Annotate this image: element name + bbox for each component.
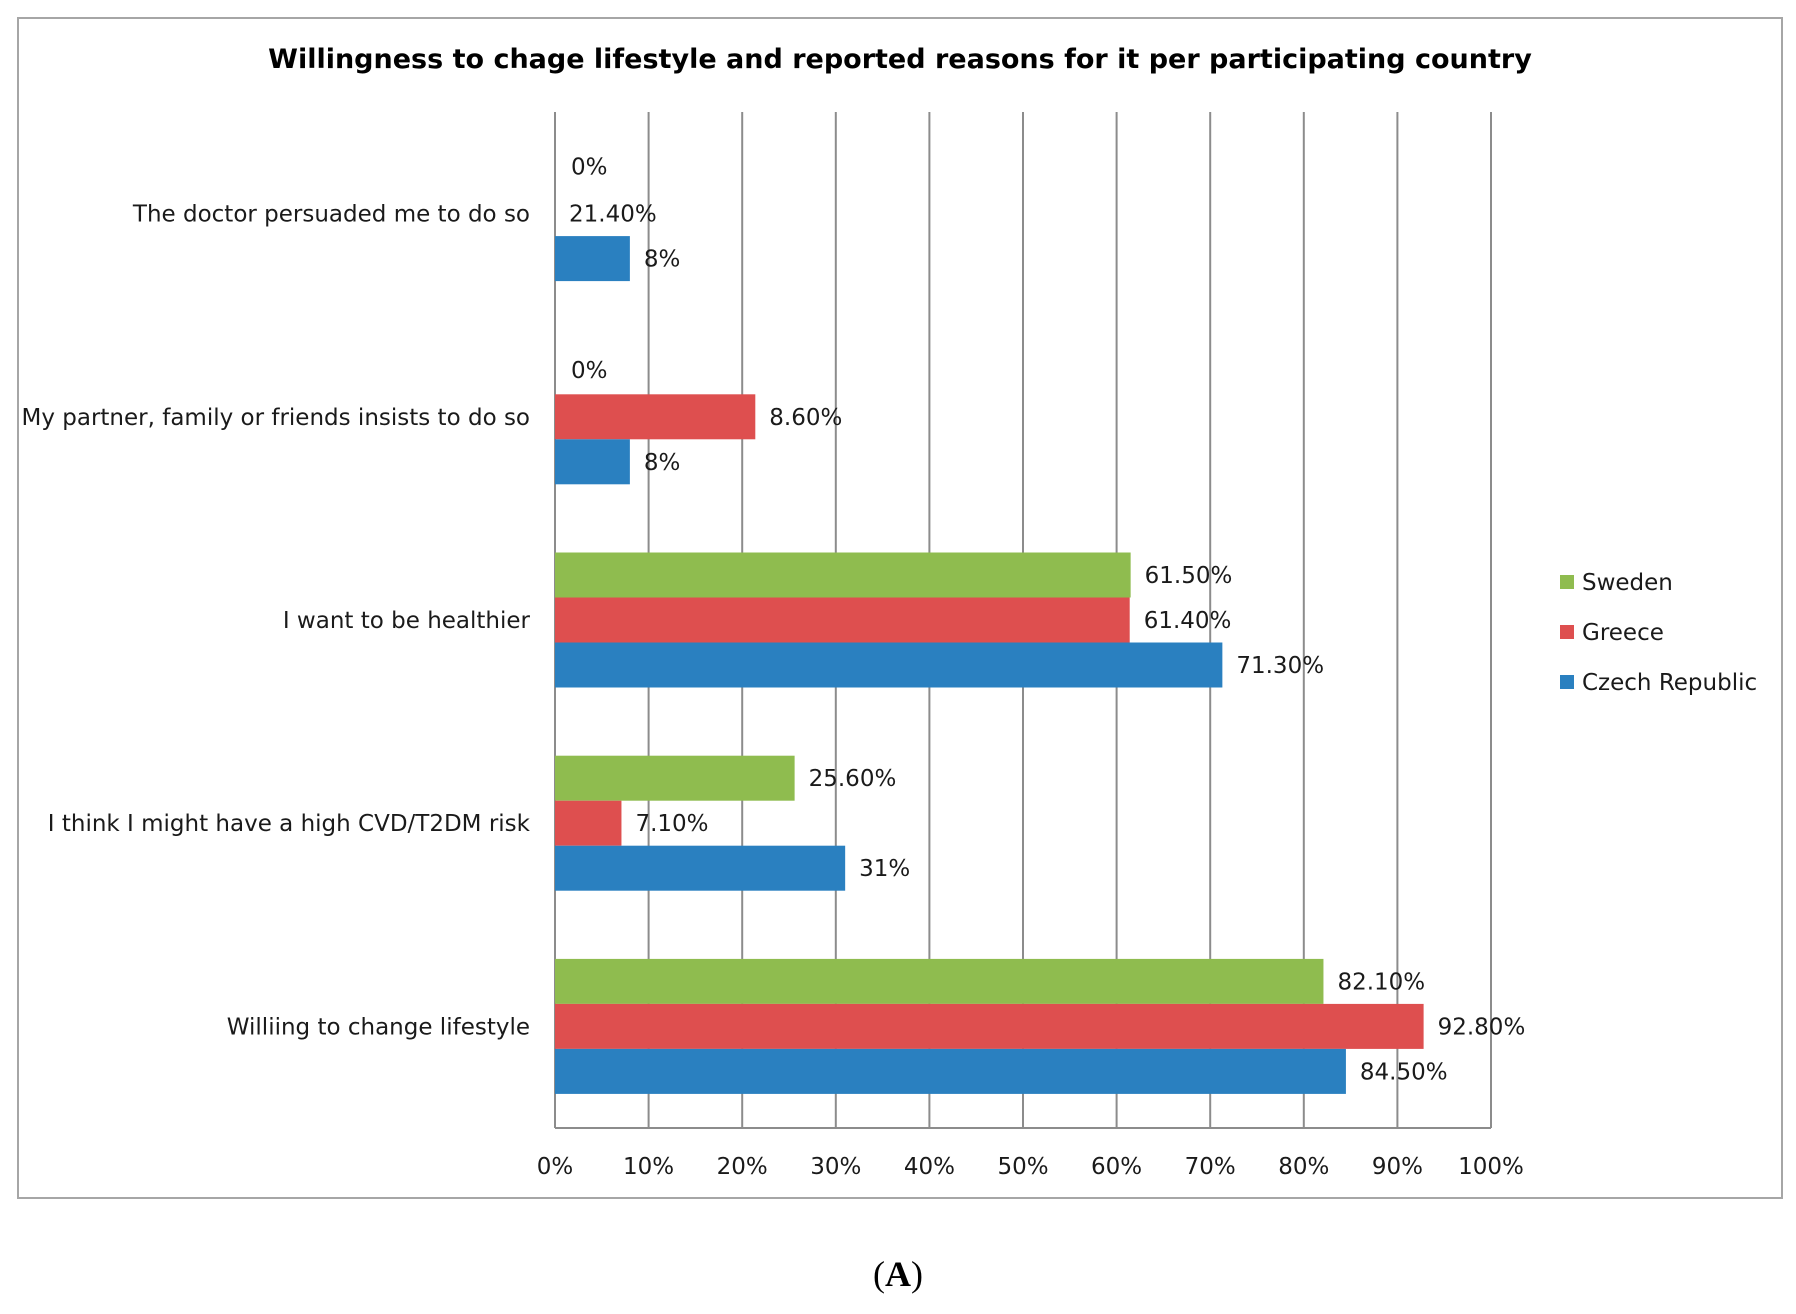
x-tick-label-40: 40% [904, 1154, 955, 1180]
caption-letter: A [885, 1254, 911, 1294]
bar-greece-2 [555, 394, 756, 440]
bar-chart: Willingness to chage lifestyle and repor… [17, 17, 1783, 1199]
legend-label-czech-republic: Czech Republic [1582, 670, 1757, 696]
data-label-greece-5: 92.80% [1438, 1014, 1526, 1040]
x-axis-ticks: 0% 10% 20% 30% 40% 50% 60% 70% 80% 90% 100% [537, 1154, 1524, 1180]
bar-czech-republic-1 [555, 236, 630, 282]
data-label-sweden-1: 0% [571, 155, 608, 181]
x-tick-label-80: 80% [1278, 1154, 1329, 1180]
data-label-greece-2: 8.60% [769, 405, 842, 431]
x-tick-label-70: 70% [1185, 1154, 1236, 1180]
data-label-sweden-2: 0% [571, 358, 608, 384]
data-label-greece-3: 61.40% [1144, 608, 1232, 634]
category-label-5: Williing to change lifestyle [227, 1014, 530, 1040]
figure-caption: (A) [0, 1253, 1796, 1295]
x-tick-label-20: 20% [717, 1154, 768, 1180]
data-label-czech-republic-2: 8% [644, 450, 681, 476]
x-tick-label-60: 60% [1091, 1154, 1142, 1180]
caption-open: ( [873, 1254, 885, 1294]
bar-czech-republic-5 [555, 1048, 1346, 1094]
category-label-2: My partner, family or friends insists to… [21, 405, 530, 431]
bar-greece-5 [555, 1003, 1424, 1049]
data-label-sweden-5: 82.10% [1337, 969, 1425, 995]
legend-swatch-czech-republic [1560, 675, 1574, 689]
bar-greece-4 [555, 800, 622, 846]
data-label-czech-republic-3: 71.30% [1236, 653, 1324, 679]
data-label-greece-1: 21.40% [569, 202, 657, 228]
category-label-3: I want to be healthier [283, 608, 531, 634]
legend: Sweden Greece Czech Republic [1560, 570, 1757, 696]
legend-swatch-greece [1560, 625, 1574, 639]
chart-title: Willingness to chage lifestyle and repor… [268, 44, 1532, 75]
data-label-czech-republic-5: 84.50% [1360, 1059, 1448, 1085]
x-tick-label-50: 50% [997, 1154, 1048, 1180]
bar-czech-republic-2 [555, 439, 630, 485]
bar-sweden-4 [555, 755, 795, 801]
data-label-sweden-4: 25.60% [809, 766, 897, 792]
data-label-greece-4: 7.10% [635, 811, 708, 837]
data-label-czech-republic-1: 8% [644, 247, 681, 273]
caption-close: ) [911, 1254, 923, 1294]
x-tick-label-0: 0% [537, 1154, 574, 1180]
bar-czech-republic-4 [555, 845, 846, 891]
x-tick-label-90: 90% [1372, 1154, 1423, 1180]
bar-greece-3 [555, 597, 1130, 643]
data-labels: 0% 21.40% 8% 0% 8.60% 8% 61.50% 61.40%71.30% 25.… [569, 155, 1525, 1086]
legend-swatch-sweden [1560, 575, 1574, 589]
x-tick-label-100: 100% [1458, 1154, 1524, 1180]
x-tick-label-30: 30% [810, 1154, 861, 1180]
bar-sweden-3 [555, 552, 1131, 598]
category-labels: The doctor persuaded me to do so My partn… [21, 202, 530, 1041]
category-label-4: I think I might have a high CVD/T2DM ris… [48, 811, 531, 837]
data-label-czech-republic-4: 31% [859, 856, 910, 882]
legend-label-sweden: Sweden [1582, 570, 1673, 596]
data-label-sweden-3: 61.50% [1145, 563, 1233, 589]
x-tick-label-10: 10% [623, 1154, 674, 1180]
bar-czech-republic-3 [555, 642, 1223, 688]
bars [555, 236, 1424, 1094]
legend-label-greece: Greece [1582, 620, 1664, 646]
gridlines [554, 112, 1492, 1129]
category-label-1: The doctor persuaded me to do so [132, 202, 530, 228]
bar-sweden-5 [555, 958, 1324, 1004]
